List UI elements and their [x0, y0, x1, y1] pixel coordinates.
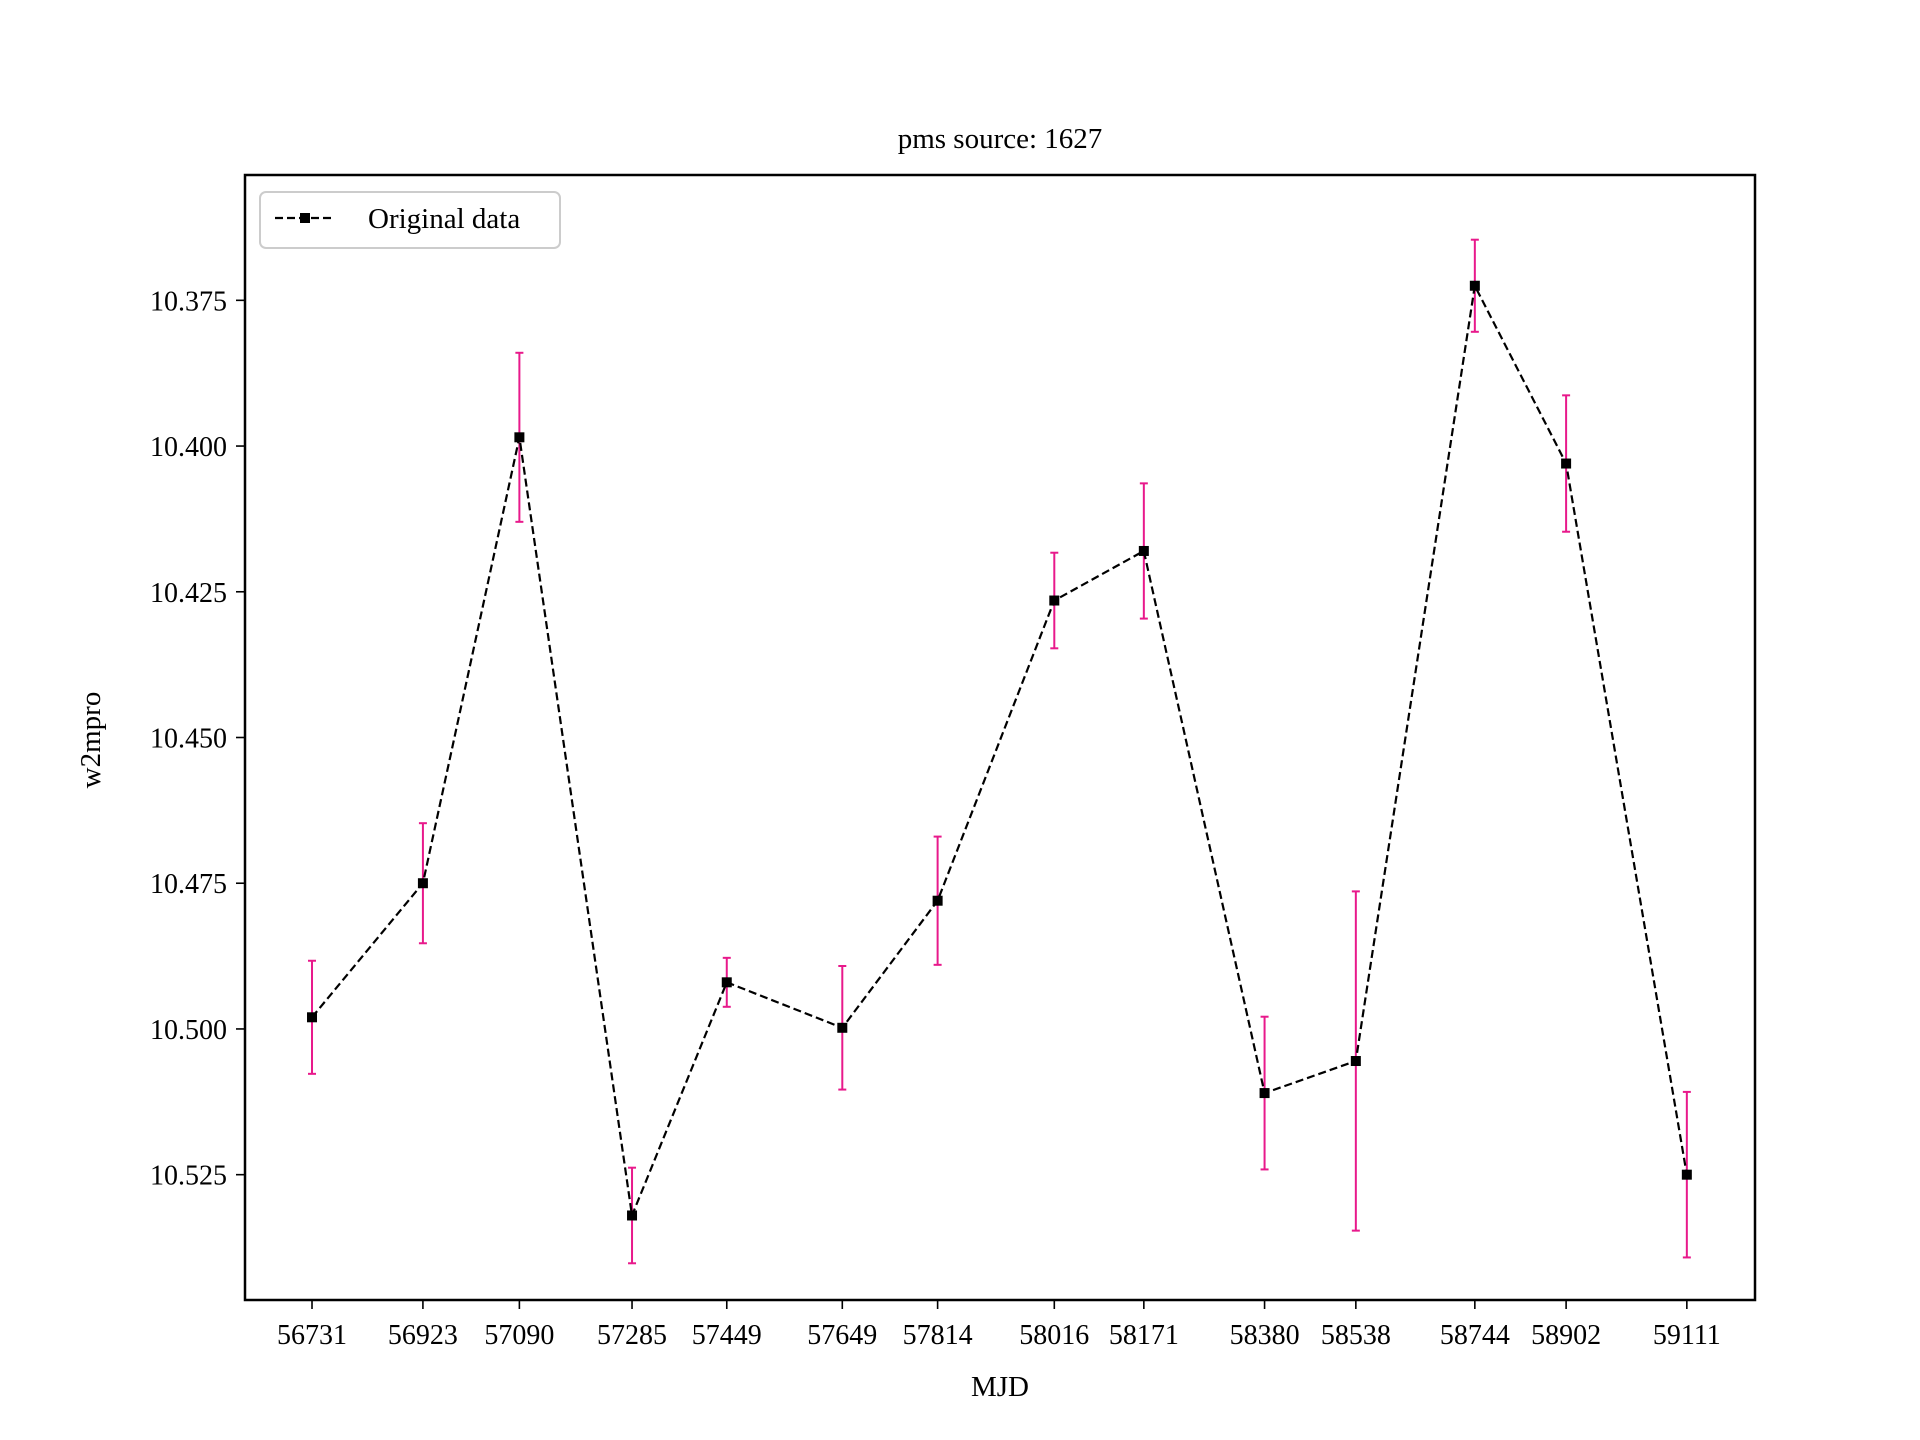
data-point [932, 895, 943, 906]
y-axis-label: w2mpro [75, 692, 107, 789]
data-point [1469, 280, 1480, 291]
x-axis-label: MJD [971, 1371, 1029, 1403]
x-tick-label: 57285 [597, 1320, 667, 1351]
data-point [1561, 458, 1572, 469]
x-tick-label: 57649 [807, 1320, 877, 1351]
data-point [417, 878, 428, 889]
y-tick-label: 10.525 [150, 1161, 227, 1192]
legend: Original data [259, 191, 561, 249]
y-tick-label: 10.475 [150, 869, 227, 900]
x-tick-label: 58016 [1019, 1320, 1089, 1351]
data-point [1259, 1088, 1270, 1099]
x-tick-label: 58171 [1109, 1320, 1179, 1351]
legend-marker-sample [300, 213, 310, 223]
data-point [307, 1012, 318, 1023]
x-tick-label: 57814 [903, 1320, 973, 1351]
axes-frame [243, 173, 1757, 1302]
x-tick-label: 58744 [1440, 1320, 1510, 1351]
y-tick-label: 10.400 [150, 432, 227, 463]
y-tick-label: 10.500 [150, 1015, 227, 1046]
data-point [721, 977, 732, 988]
data-point [1350, 1056, 1361, 1067]
data-point [1681, 1169, 1692, 1180]
series-line [311, 282, 1688, 1220]
x-tick-label: 56731 [277, 1320, 347, 1351]
x-tick-label: 58902 [1531, 1320, 1601, 1351]
data-point [837, 1022, 848, 1033]
x-tick-label: 57090 [484, 1320, 554, 1351]
x-tick-label: 58538 [1321, 1320, 1391, 1351]
axis-ticks: 56731 56923 57090 57285 57449 57649 57814 58016… [150, 286, 1721, 1351]
y-tick-label: 10.375 [150, 286, 227, 317]
plot-area [307, 238, 1692, 1265]
data-point [1138, 545, 1149, 556]
legend-label: Original data [368, 203, 520, 235]
data-point [627, 1210, 638, 1221]
legend-box [259, 191, 561, 249]
chart-title: pms source: 1627 [898, 123, 1103, 155]
y-tick-label: 10.450 [150, 724, 227, 755]
data-point [1049, 595, 1060, 606]
x-tick-label: 59111 [1653, 1320, 1721, 1351]
data-point [514, 432, 525, 443]
x-tick-label: 57449 [692, 1320, 762, 1351]
y-tick-label: 10.425 [150, 578, 227, 609]
x-tick-label: 58380 [1230, 1320, 1300, 1351]
x-tick-label: 56923 [388, 1320, 458, 1351]
